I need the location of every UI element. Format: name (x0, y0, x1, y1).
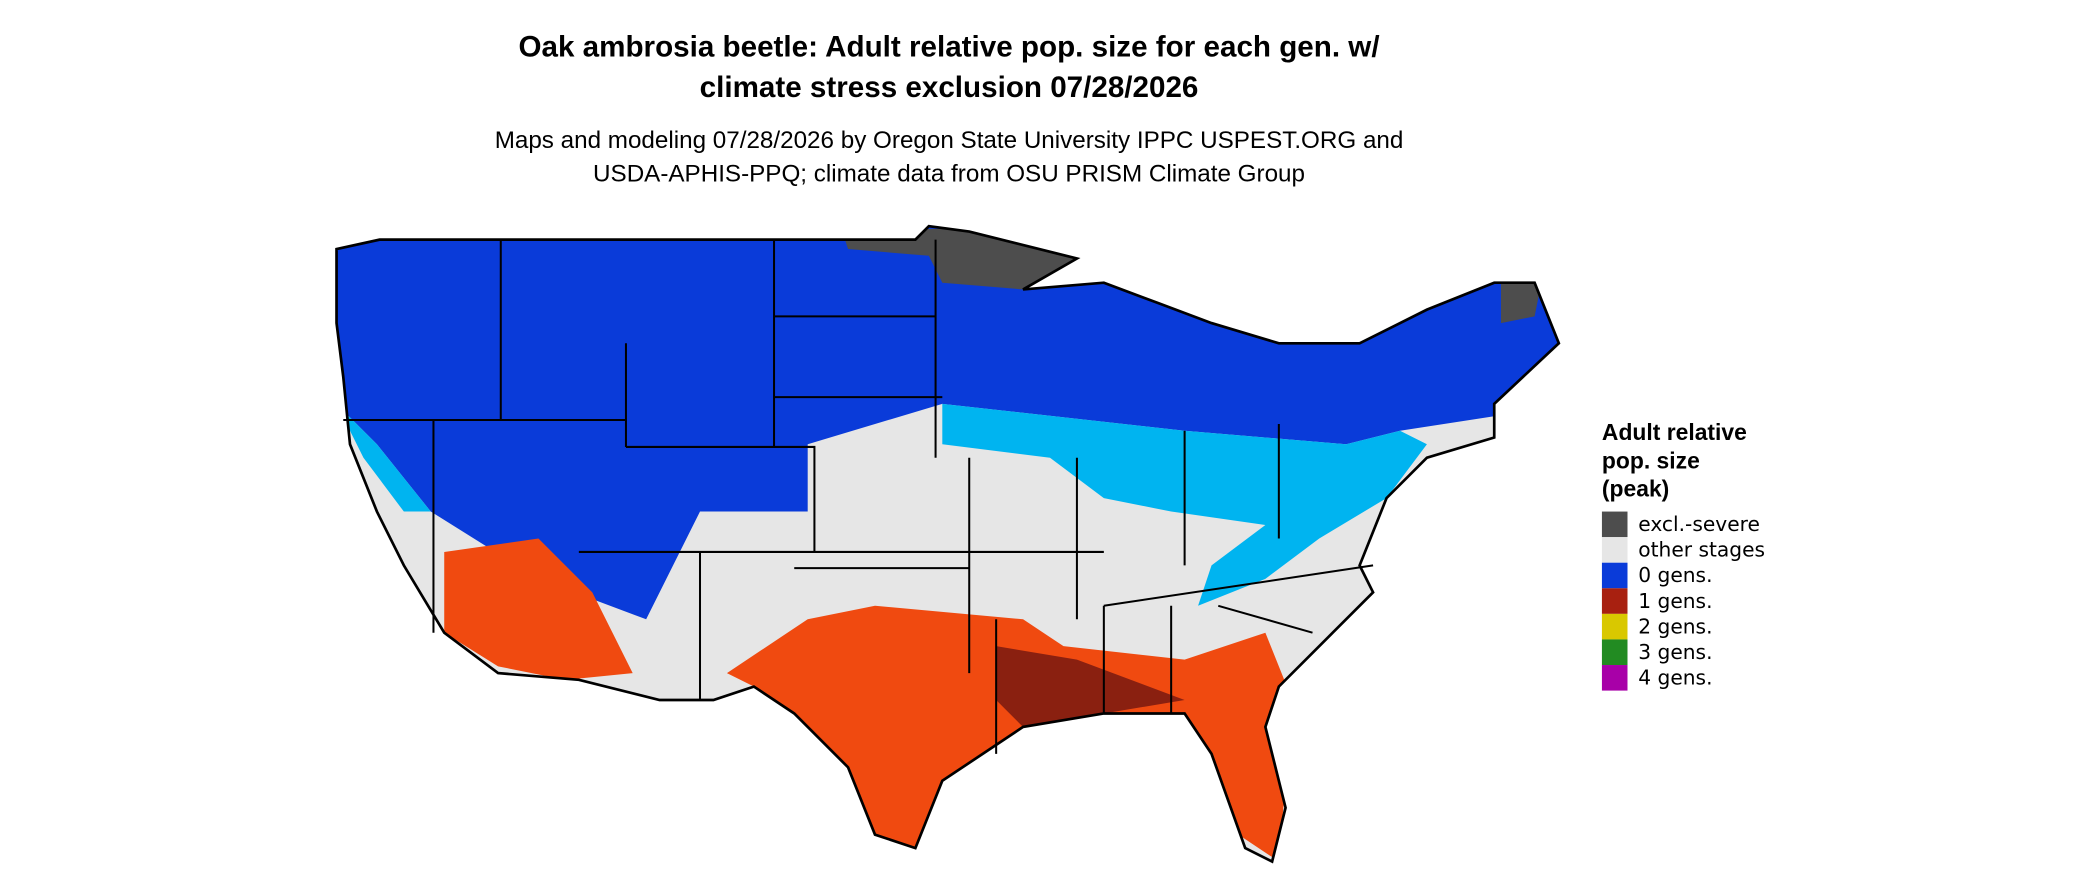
legend-title: Adult relative (1602, 419, 1747, 445)
legend-label: 4 gens. (1638, 666, 1712, 690)
legend-label: 2 gens. (1638, 614, 1712, 638)
state-lines (343, 239, 1374, 754)
title: climate stress exclusion 07/28/2026 (700, 71, 1199, 104)
subtitle: Maps and modeling 07/28/2026 by Oregon S… (495, 127, 1404, 154)
legend: Adult relative pop. size (peak) excl.-se… (1601, 419, 1765, 691)
legend-swatch (1601, 562, 1628, 589)
legend-title: pop. size (1602, 447, 1700, 473)
zone-lightblue (336, 403, 1427, 606)
zone-orange (444, 538, 1293, 862)
legend-title: (peak) (1602, 476, 1669, 502)
title: Oak ambrosia beetle: Adult relative pop.… (518, 31, 1379, 64)
zone-darkred (996, 646, 1185, 727)
legend-label: 3 gens. (1638, 640, 1712, 664)
legend-label: excl.-severe (1638, 512, 1760, 536)
subtitle: USDA-APHIS-PPQ; climate data from OSU PR… (593, 161, 1305, 188)
legend-swatch (1601, 639, 1628, 666)
legend-swatch (1601, 665, 1628, 691)
legend-swatch (1601, 613, 1628, 640)
zone-excluded (841, 228, 1542, 324)
us-outline (335, 224, 1561, 864)
legend-label: 1 gens. (1638, 589, 1712, 613)
legend-label: 0 gens. (1638, 563, 1712, 587)
legend-swatch (1601, 537, 1628, 563)
legend-swatch (1601, 588, 1628, 614)
legend-swatch (1601, 511, 1628, 538)
legend-label: other stages (1638, 538, 1765, 562)
